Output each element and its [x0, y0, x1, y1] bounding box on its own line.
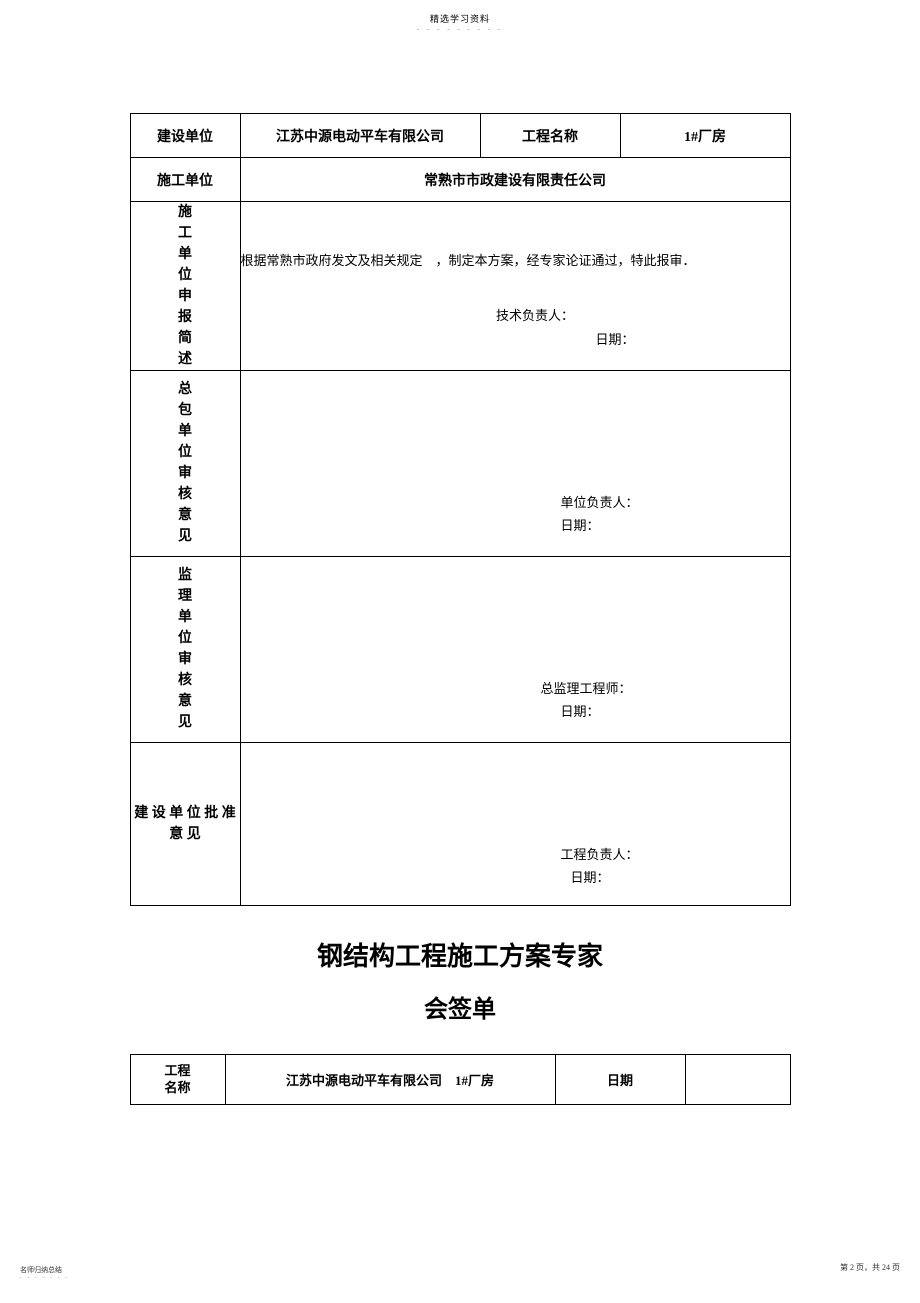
footer-left: 名师归纳总结 - - - - - - - — [20, 1265, 69, 1281]
table-row: 建 设 单 位 批 准 意 见 工程负责人： 日期： — [130, 742, 790, 906]
cell-build-unit-label: 建设单位 — [130, 114, 240, 158]
table-row: 工程 名称 江苏中源电动平车有限公司 1#厂房 日期 — [130, 1055, 790, 1105]
cell-project-name-value: 1#厂房 — [620, 114, 790, 158]
table-row: 监 理 单 位 审 核 意 见 总监理工程师： 日期： — [130, 556, 790, 742]
t2-date-value — [685, 1055, 790, 1105]
page-header-text: 精选学习资料 — [0, 0, 920, 25]
title-line-2: 会签单 — [0, 989, 920, 1024]
project-leader-date: 日期： — [241, 866, 790, 889]
cell-build-unit-value: 江苏中源电动平车有限公司 — [240, 114, 480, 158]
cell-owner-label: 建 设 单 位 批 准 意 见 — [130, 742, 240, 906]
table-row: 总 包 单 位 审 核 意 见 单位负责人： 日期： — [130, 371, 790, 557]
table-row: 建设单位 江苏中源电动平车有限公司 工程名称 1#厂房 — [130, 114, 790, 158]
t2-date-label: 日期 — [555, 1055, 685, 1105]
page-header-dots: - - - - - - - - - — [0, 25, 920, 33]
cell-contractor-body: 单位负责人： 日期： — [240, 371, 790, 557]
tech-leader-date: 日期： — [241, 328, 790, 353]
t2-project-value: 江苏中源电动平车有限公司 1#厂房 — [225, 1055, 555, 1105]
chief-supervisor-date: 日期： — [241, 700, 790, 723]
cell-construction-unit-label: 施工单位 — [130, 158, 240, 202]
footer-left-text: 名师归纳总结 — [20, 1265, 69, 1275]
project-leader-label: 工程负责人： — [241, 843, 790, 866]
footer-left-dots: - - - - - - - — [20, 1275, 69, 1281]
chief-supervisor-label: 总监理工程师： — [241, 677, 790, 700]
footer-page-number: 第 2 页，共 24 页 — [840, 1262, 900, 1273]
cell-owner-body: 工程负责人： 日期： — [240, 742, 790, 906]
cell-applicant-label: 施 工 单 位 申 报 简 述 — [130, 202, 240, 371]
tech-leader-label: 技术负责人： — [241, 304, 790, 329]
title-line-1: 钢结构工程施工方案专家 — [0, 936, 920, 973]
cell-construction-unit-value: 常熟市市政建设有限责任公司 — [240, 158, 790, 202]
cell-supervisor-body: 总监理工程师： 日期： — [240, 556, 790, 742]
table-row: 施工单位 常熟市市政建设有限责任公司 — [130, 158, 790, 202]
approval-table: 建设单位 江苏中源电动平车有限公司 工程名称 1#厂房 施工单位 常熟市市政建设… — [130, 113, 791, 906]
cell-project-name-label: 工程名称 — [480, 114, 620, 158]
cell-supervisor-label: 监 理 单 位 审 核 意 见 — [130, 556, 240, 742]
table-row: 施 工 单 位 申 报 简 述 根据常熟市政府发文及相关规定 ，制定本方案，经专… — [130, 202, 790, 371]
signoff-table: 工程 名称 江苏中源电动平车有限公司 1#厂房 日期 — [130, 1054, 791, 1105]
applicant-statement: 根据常熟市政府发文及相关规定 ，制定本方案，经专家论证通过，特此报审． — [241, 219, 790, 274]
unit-leader-date: 日期： — [241, 514, 790, 537]
unit-leader-label: 单位负责人： — [241, 491, 790, 514]
section-title: 钢结构工程施工方案专家 会签单 — [0, 936, 920, 1024]
cell-contractor-label: 总 包 单 位 审 核 意 见 — [130, 371, 240, 557]
t2-project-label: 工程 名称 — [130, 1055, 225, 1105]
cell-applicant-body: 根据常熟市政府发文及相关规定 ，制定本方案，经专家论证通过，特此报审． 技术负责… — [240, 202, 790, 371]
